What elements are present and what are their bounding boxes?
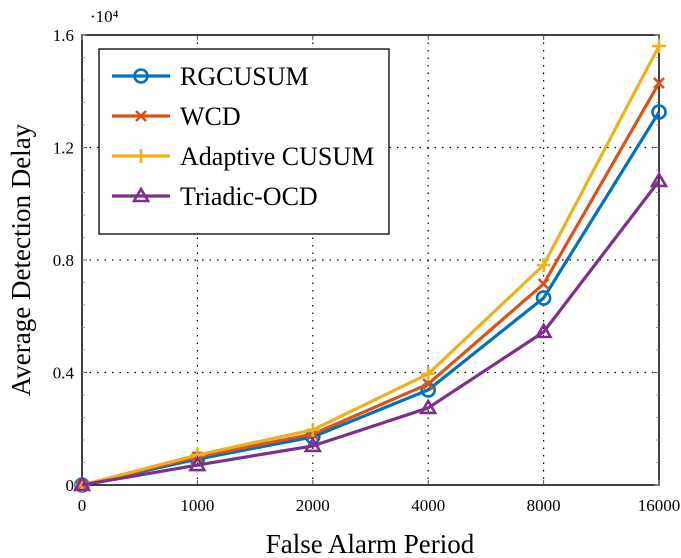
y-tick-label: 1.6: [53, 26, 74, 45]
x-tick-label: 4000: [411, 496, 445, 515]
x-tick-label: 8000: [527, 496, 561, 515]
plus-marker-icon: [134, 149, 148, 163]
triangle-marker-icon: [72, 475, 92, 492]
x-marker-icon: [537, 277, 550, 290]
y-axis-label: Average Detection Delay: [6, 123, 36, 396]
legend-item: Triadic-OCD: [112, 182, 318, 211]
legend-label: RGCUSUM: [180, 62, 309, 91]
x-marker-icon: [422, 378, 435, 390]
x-marker-icon: [653, 77, 665, 90]
legend-item: WCD: [112, 102, 241, 131]
triangle-marker-icon: [188, 455, 207, 472]
triangle-marker-icon: [418, 398, 438, 415]
y-tick-label: 0.8: [53, 251, 74, 270]
y-scale-label: ·10⁴: [90, 7, 119, 26]
triangle-marker-icon: [534, 322, 553, 339]
x-tick-label: 1000: [180, 496, 214, 515]
circle-marker-icon: [133, 68, 149, 84]
series-triadic-ocd: [72, 171, 669, 492]
legend-label: WCD: [180, 102, 241, 131]
plus-marker-icon: [421, 366, 436, 381]
legend-item: RGCUSUM: [112, 62, 309, 91]
y-tick-label: 0.4: [53, 364, 75, 383]
plus-marker-icon: [305, 422, 320, 437]
y-tick-label: 0: [66, 476, 75, 495]
x-tick-label: 16000: [638, 496, 681, 515]
circle-marker-icon: [535, 290, 552, 306]
plus-marker-icon: [536, 258, 551, 273]
data-series: [72, 38, 669, 493]
legend-label: Adaptive CUSUM: [180, 142, 374, 171]
x-marker-icon: [135, 110, 147, 122]
circle-marker-icon: [651, 104, 667, 120]
legend: RGCUSUM WCD Adaptive CUSUM Triadic-OCD: [98, 48, 390, 235]
triangle-marker-icon: [649, 171, 669, 188]
legend-item: Adaptive CUSUM: [112, 142, 374, 171]
triangle-marker-icon: [303, 436, 323, 453]
axis-ticks: 0 1000 2000 4000 8000 16000 0 0.4 0.8 1.2 1.6: [53, 26, 681, 515]
triangle-marker-icon: [131, 186, 151, 203]
x-tick-label: 0: [78, 496, 87, 515]
legend-label: Triadic-OCD: [180, 182, 318, 211]
x-axis-label: False Alarm Period: [266, 529, 475, 558]
plus-marker-icon: [652, 38, 666, 53]
x-tick-label: 2000: [296, 496, 330, 515]
y-tick-label: 1.2: [53, 139, 74, 158]
